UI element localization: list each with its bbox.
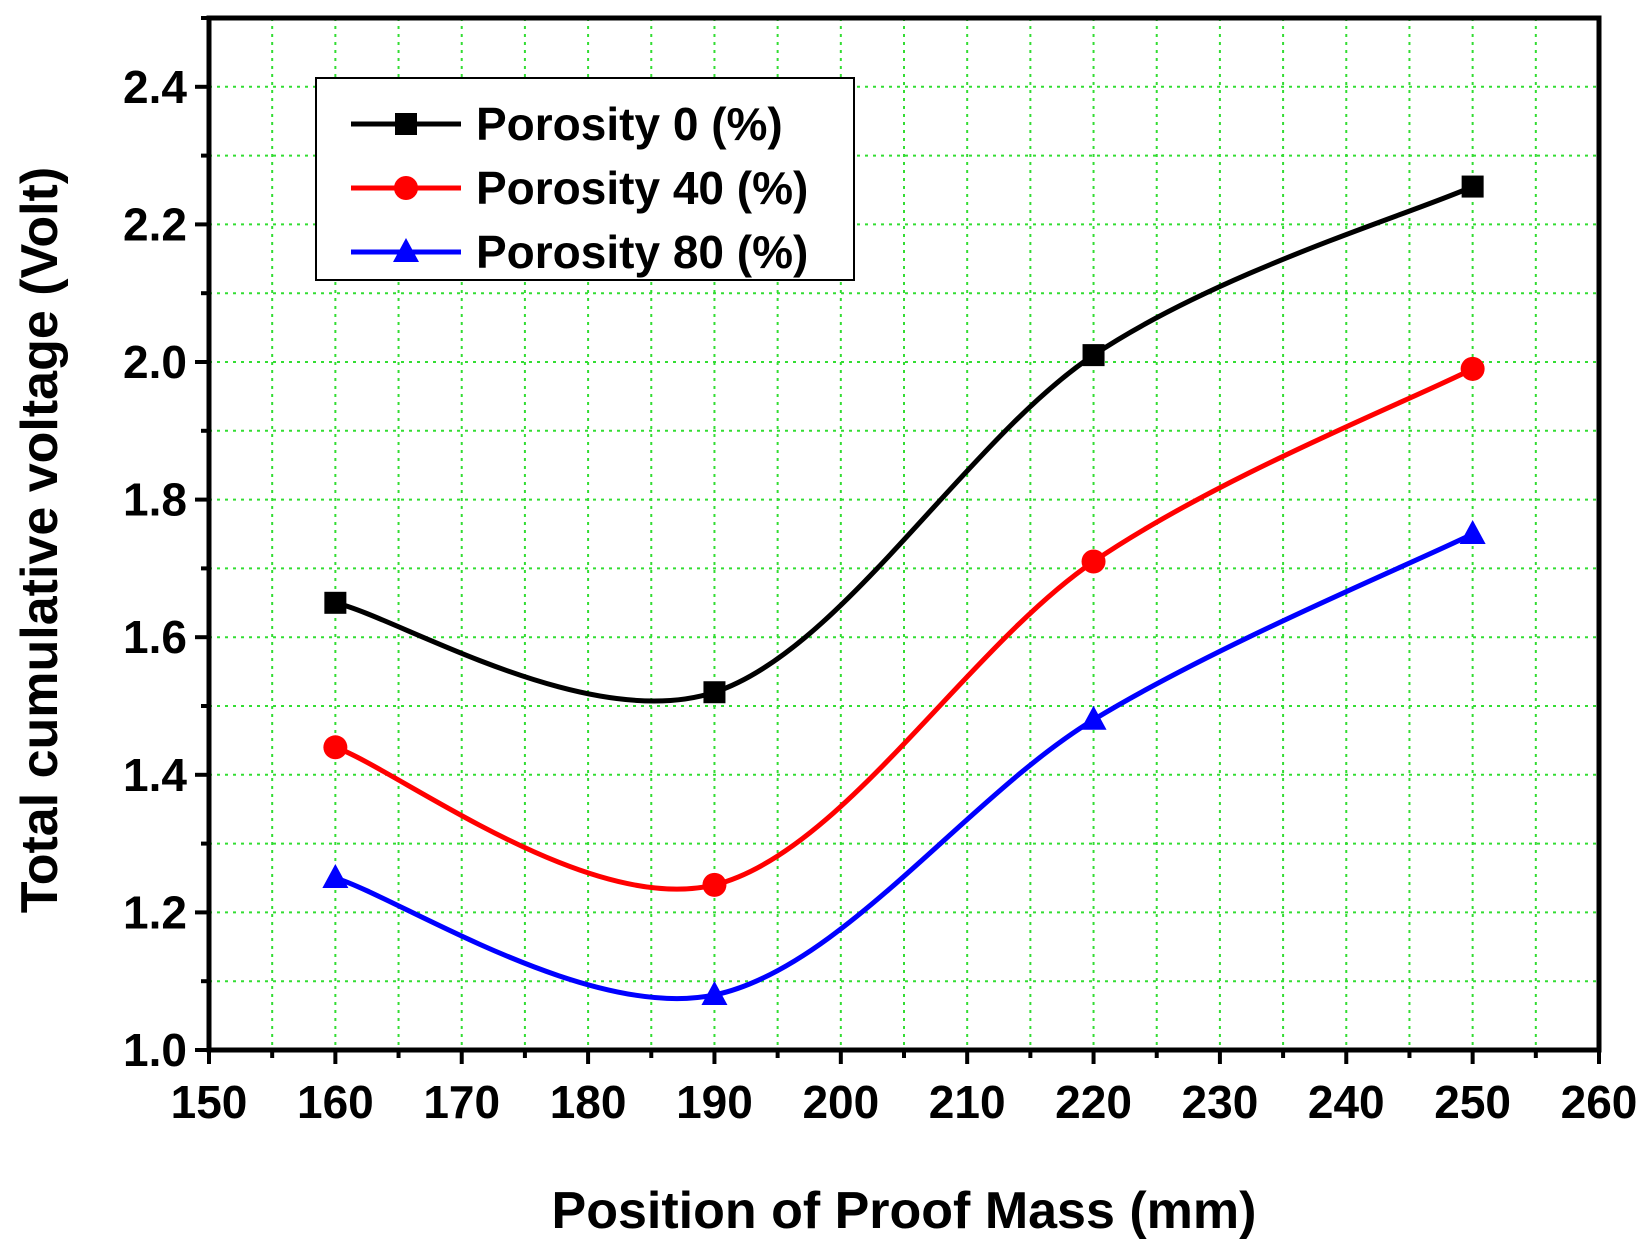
x-tick-label: 200 — [802, 1076, 879, 1128]
y-tick-label: 1.6 — [123, 611, 187, 663]
legend-marker-square — [395, 113, 417, 135]
x-tick-label: 150 — [171, 1076, 248, 1128]
data-point-circle — [702, 872, 727, 897]
data-point-circle — [1081, 549, 1106, 574]
y-tick-label: 2.0 — [123, 336, 187, 388]
x-tick-label: 220 — [1055, 1076, 1132, 1128]
axis-ticks: 150 160 170 180 190 200 210 220 230 240 250 260 1.0 1… — [123, 16, 1638, 1128]
x-tick-label: 210 — [929, 1076, 1006, 1128]
x-tick-label: 160 — [297, 1076, 374, 1128]
y-tick-label: 1.4 — [123, 749, 187, 801]
x-tick-label: 260 — [1561, 1076, 1638, 1128]
legend-marker-triangle — [393, 238, 419, 262]
y-tick-label: 2.2 — [123, 198, 187, 250]
y-tick-label: 1.2 — [123, 886, 187, 938]
y-tick-label: 1.8 — [123, 474, 187, 526]
data-point-square — [1461, 175, 1484, 198]
x-tick-label: 230 — [1182, 1076, 1259, 1128]
data-point-circle — [323, 735, 348, 760]
series-line-square — [334, 184, 1474, 704]
legend: Porosity 0 (%) Porosity 40 (%) Porosity 80… — [315, 77, 855, 281]
data-point-triangle — [701, 980, 728, 1005]
legend-marker-circle — [394, 176, 418, 200]
series-layer — [322, 175, 1486, 1005]
x-tick-label: 250 — [1434, 1076, 1511, 1128]
y-axis-title: Total cumulative voltage (Volt) — [11, 167, 69, 913]
data-point-triangle — [1080, 705, 1107, 730]
legend-label-triangle: Porosity 80 (%) — [476, 226, 808, 278]
data-point-square — [1082, 344, 1105, 367]
y-tick-label: 2.4 — [123, 61, 187, 113]
y-tick-label: 1.0 — [123, 1024, 187, 1076]
legend-label-square: Porosity 0 (%) — [476, 98, 783, 150]
data-point-circle — [1460, 356, 1485, 381]
legend-label-circle: Porosity 40 (%) — [476, 162, 808, 214]
x-tick-label: 180 — [550, 1076, 627, 1128]
x-tick-label: 240 — [1308, 1076, 1385, 1128]
data-point-square — [324, 591, 347, 614]
data-point-triangle — [1459, 520, 1486, 544]
x-axis-title: Position of Proof Mass (mm) — [552, 1182, 1257, 1240]
x-tick-label: 170 — [423, 1076, 500, 1128]
data-point-square — [703, 681, 726, 704]
series-line-triangle — [334, 531, 1474, 1002]
data-point-triangle — [322, 864, 349, 888]
x-tick-label: 190 — [676, 1076, 753, 1128]
series-line-circle — [334, 366, 1474, 892]
